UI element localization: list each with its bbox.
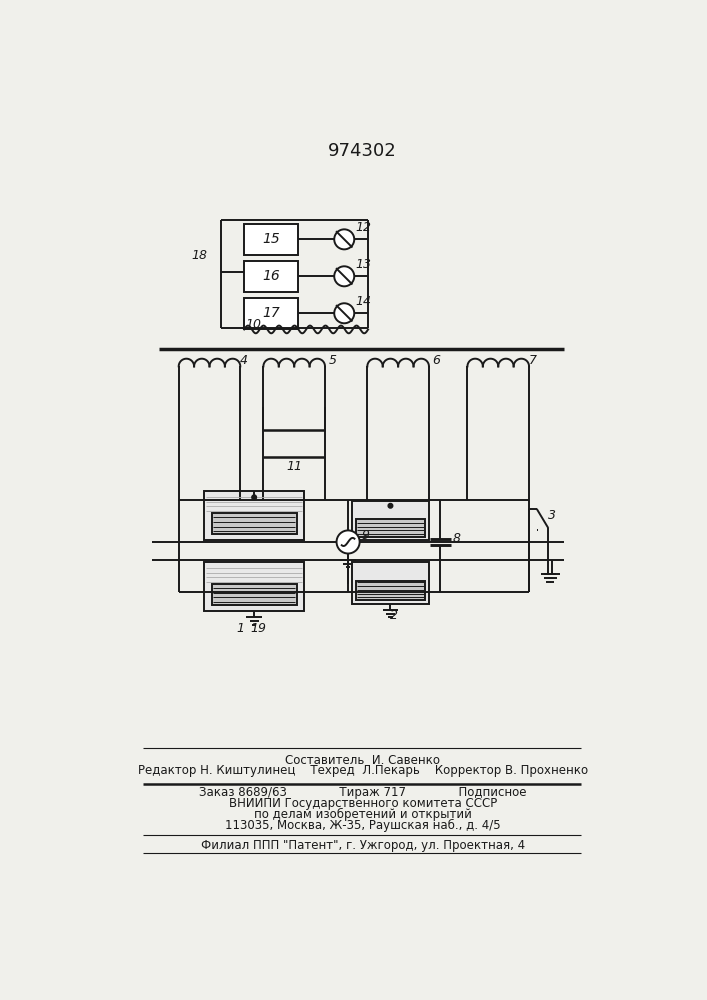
Text: 16: 16 <box>262 269 280 283</box>
Text: 15: 15 <box>262 232 280 246</box>
Text: 4: 4 <box>240 354 248 367</box>
Circle shape <box>337 530 360 554</box>
Text: 113035, Москва, Ж-35, Раушская наб., д. 4/5: 113035, Москва, Ж-35, Раушская наб., д. … <box>225 819 501 832</box>
Text: 19: 19 <box>250 622 266 635</box>
Text: 5: 5 <box>329 354 337 367</box>
Circle shape <box>334 266 354 286</box>
Text: 974302: 974302 <box>328 142 397 160</box>
Text: Заказ 8689/63              Тираж 717              Подписное: Заказ 8689/63 Тираж 717 Подписное <box>199 786 527 799</box>
Text: 8: 8 <box>452 532 461 545</box>
Text: Составитель  И. Савенко: Составитель И. Савенко <box>285 754 440 767</box>
Bar <box>212 513 296 534</box>
Circle shape <box>252 495 257 500</box>
Text: 9: 9 <box>362 529 370 542</box>
Text: по делам изобретений и открытий: по делам изобретений и открытий <box>254 808 472 821</box>
Bar <box>356 519 425 537</box>
Circle shape <box>334 303 354 323</box>
Bar <box>204 491 304 540</box>
Text: 6: 6 <box>433 354 440 367</box>
Text: Редактор Н. Киштулинец    Техред  Л.Пекарь    Корректор В. Прохненко: Редактор Н. Киштулинец Техред Л.Пекарь К… <box>138 764 588 777</box>
Text: 3: 3 <box>548 509 556 522</box>
Bar <box>204 562 304 611</box>
Bar <box>244 298 298 329</box>
Bar <box>244 224 298 255</box>
Text: 17: 17 <box>262 306 280 320</box>
Text: 1: 1 <box>236 622 245 635</box>
Text: ВНИИПИ Государственного комитета СССР: ВНИИПИ Государственного комитета СССР <box>228 797 497 810</box>
Text: 11: 11 <box>286 460 302 473</box>
Bar <box>356 581 425 600</box>
Circle shape <box>334 229 354 249</box>
Bar <box>244 261 298 292</box>
Text: Филиал ППП "Патент", г. Ужгород, ул. Проектная, 4: Филиал ППП "Патент", г. Ужгород, ул. Про… <box>201 839 525 852</box>
Bar <box>352 562 429 604</box>
Text: 12: 12 <box>356 221 372 234</box>
Text: 14: 14 <box>356 295 372 308</box>
Text: 2: 2 <box>390 609 398 622</box>
Text: 10: 10 <box>246 318 262 331</box>
Text: 13: 13 <box>356 258 372 271</box>
Bar <box>352 501 429 540</box>
Text: 7: 7 <box>529 354 537 367</box>
Bar <box>212 584 296 605</box>
Text: 18: 18 <box>191 249 207 262</box>
Circle shape <box>388 503 393 508</box>
